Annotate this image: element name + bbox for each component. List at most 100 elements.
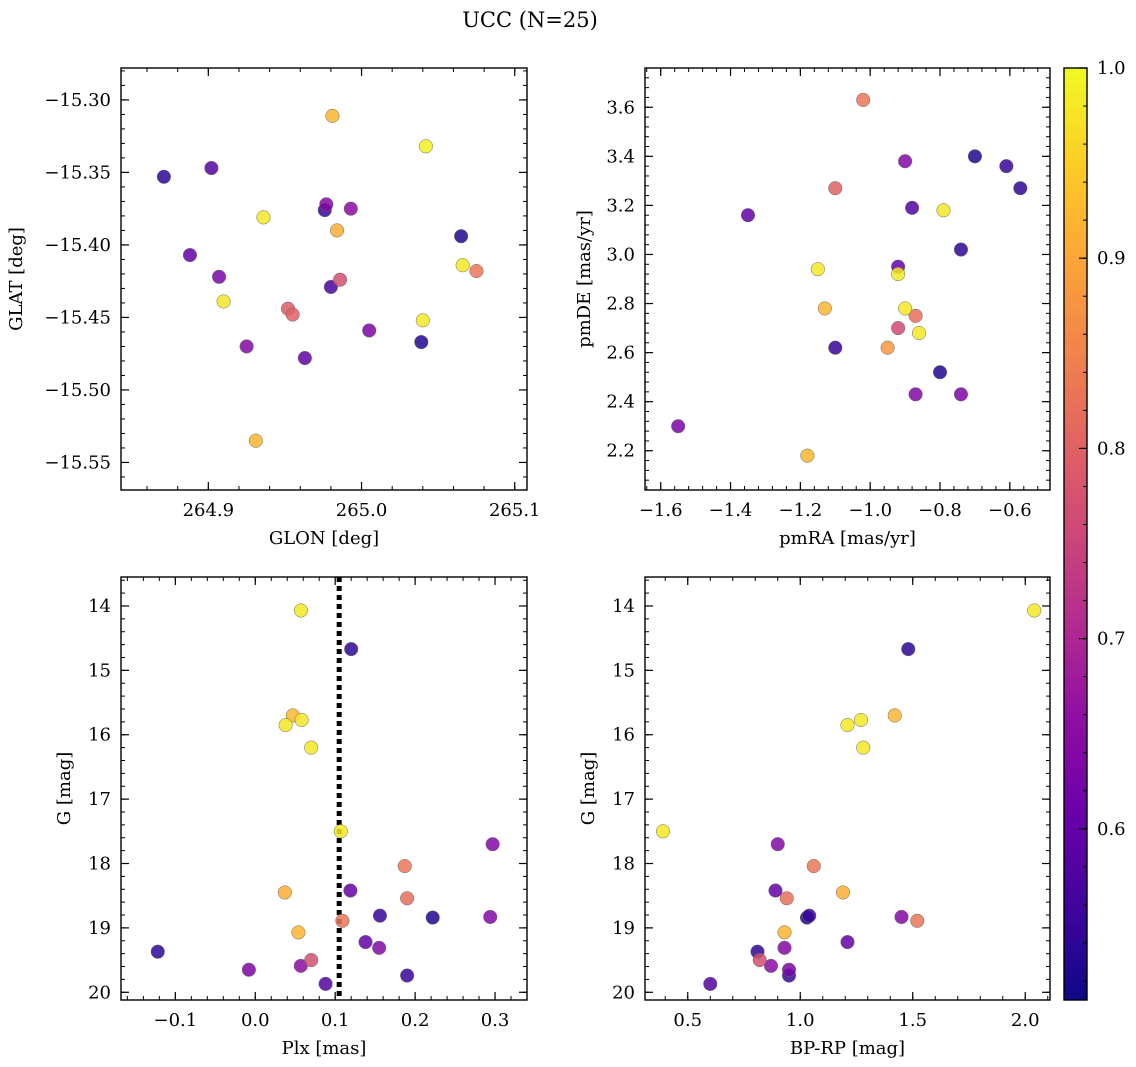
colorbar-segment [1064, 370, 1087, 380]
scatter-point [414, 335, 429, 350]
scatter-point [908, 387, 923, 402]
colorbar-segment [1064, 945, 1087, 954]
colorbar-segment [1064, 976, 1087, 985]
colorbar-segment [1064, 766, 1087, 776]
colorbar-segment [1064, 580, 1087, 589]
y-tick-label: −15.45 [44, 307, 111, 328]
colorbar-segment [1064, 867, 1087, 877]
colorbar-segment [1064, 937, 1087, 947]
colorbar-segment [1064, 230, 1087, 240]
axes-frame [644, 67, 1051, 491]
y-tick-label: 3.4 [606, 146, 635, 167]
colorbar-segment [1064, 98, 1087, 108]
scatter-point [763, 958, 779, 973]
scatter-point [898, 301, 913, 316]
colorbar-segment [1064, 921, 1087, 931]
y-tick-label: 3.0 [606, 244, 635, 265]
x-tick-label: 265.0 [336, 500, 388, 521]
scatter-point [400, 891, 415, 906]
colorbar-segment [1064, 774, 1087, 784]
colorbar-segment [1064, 696, 1087, 706]
colorbar-segment [1064, 890, 1087, 900]
y-tick-label: 17 [612, 789, 635, 810]
colorbar-tick-label: 0.8 [1097, 438, 1126, 459]
colorbar-segment [1064, 929, 1087, 939]
scatter-point [905, 200, 920, 215]
scatter-point [908, 308, 923, 323]
colorbar-segment [1064, 510, 1087, 519]
scatter-point [372, 940, 387, 955]
colorbar-segment [1064, 572, 1087, 582]
colorbar-segment [1064, 875, 1087, 884]
colorbar-segment [1064, 898, 1087, 908]
scatter-point [425, 910, 440, 925]
colorbar-segment [1064, 471, 1087, 481]
scatter-point [285, 307, 300, 322]
x-tick-label: 0.2 [401, 1010, 430, 1031]
x-axis-label: BP-RP [mag] [790, 1038, 905, 1059]
colorbar-segment [1064, 983, 1087, 993]
colorbar-segment [1064, 502, 1087, 512]
x-tick-label: 2.0 [1011, 1010, 1040, 1031]
colorbar-segment [1064, 432, 1087, 442]
scatter-point [241, 962, 256, 977]
scatter-point [770, 837, 785, 852]
colorbar-segment [1064, 611, 1087, 620]
panel-glon-glat: 264.9 265.0 265.1 −15.55 −15.50 −15.45 −15.40 −… [6, 67, 541, 549]
colorbar-tick-label: 1.0 [1097, 58, 1126, 79]
axes-frame [120, 576, 528, 1001]
scatter-point [256, 210, 271, 225]
scatter-point [277, 885, 292, 900]
y-axis-label: pmDE [mas/yr] [574, 210, 595, 348]
scatter-point [703, 976, 718, 991]
colorbar-segment [1064, 253, 1087, 263]
colorbar-segment [1064, 642, 1087, 651]
x-tick-label: 1.5 [898, 1010, 927, 1031]
colorbar-frame [1063, 67, 1088, 1001]
scatter-point [800, 448, 815, 463]
scatter-point [891, 267, 906, 282]
x-tick-label: −1.4 [709, 500, 753, 521]
colorbar-segment [1064, 991, 1087, 1001]
scatter-point [248, 433, 263, 448]
scatter-points [156, 108, 484, 448]
colorbar-segment [1064, 448, 1087, 457]
colorbar-segment [1064, 906, 1087, 916]
colorbar-segment [1064, 859, 1087, 869]
colorbar-segment [1064, 968, 1087, 978]
colorbar-segment [1064, 378, 1087, 387]
y-tick-label: 16 [88, 725, 111, 746]
colorbar-segment [1064, 525, 1087, 535]
colorbar-segment [1064, 75, 1087, 85]
colorbar-segment [1064, 486, 1087, 496]
y-tick-label: 15 [612, 660, 635, 681]
scatter-point [418, 139, 433, 154]
colorbar-segment [1064, 354, 1087, 364]
scatter-point [343, 883, 358, 898]
colorbar-segment [1064, 844, 1087, 853]
scatter-point [810, 262, 825, 277]
scatter-point [291, 925, 306, 940]
scatter-point [216, 294, 231, 309]
scatter-point [358, 935, 373, 950]
scatter-point [967, 149, 982, 164]
x-axis-label: Plx [mas] [282, 1038, 367, 1059]
ticks [645, 577, 1050, 1000]
colorbar-segment [1064, 603, 1087, 613]
scatter-point [400, 968, 415, 983]
scatter-point [910, 913, 925, 928]
x-tick-label: −0.8 [918, 500, 962, 521]
colorbar-segment [1064, 191, 1087, 201]
scatter-point [999, 159, 1014, 174]
colorbar-segment [1064, 215, 1087, 224]
scatter-point [936, 203, 951, 218]
scatter-point [880, 340, 895, 355]
scatter-point [777, 925, 792, 940]
scatter-points [150, 603, 500, 991]
colorbar-segment [1064, 238, 1087, 248]
scatter-point [777, 940, 792, 955]
scatter-point [278, 718, 293, 733]
colorbar-segment [1064, 300, 1087, 310]
y-tick-label: −15.55 [44, 452, 111, 473]
colorbar-segment [1064, 152, 1087, 162]
